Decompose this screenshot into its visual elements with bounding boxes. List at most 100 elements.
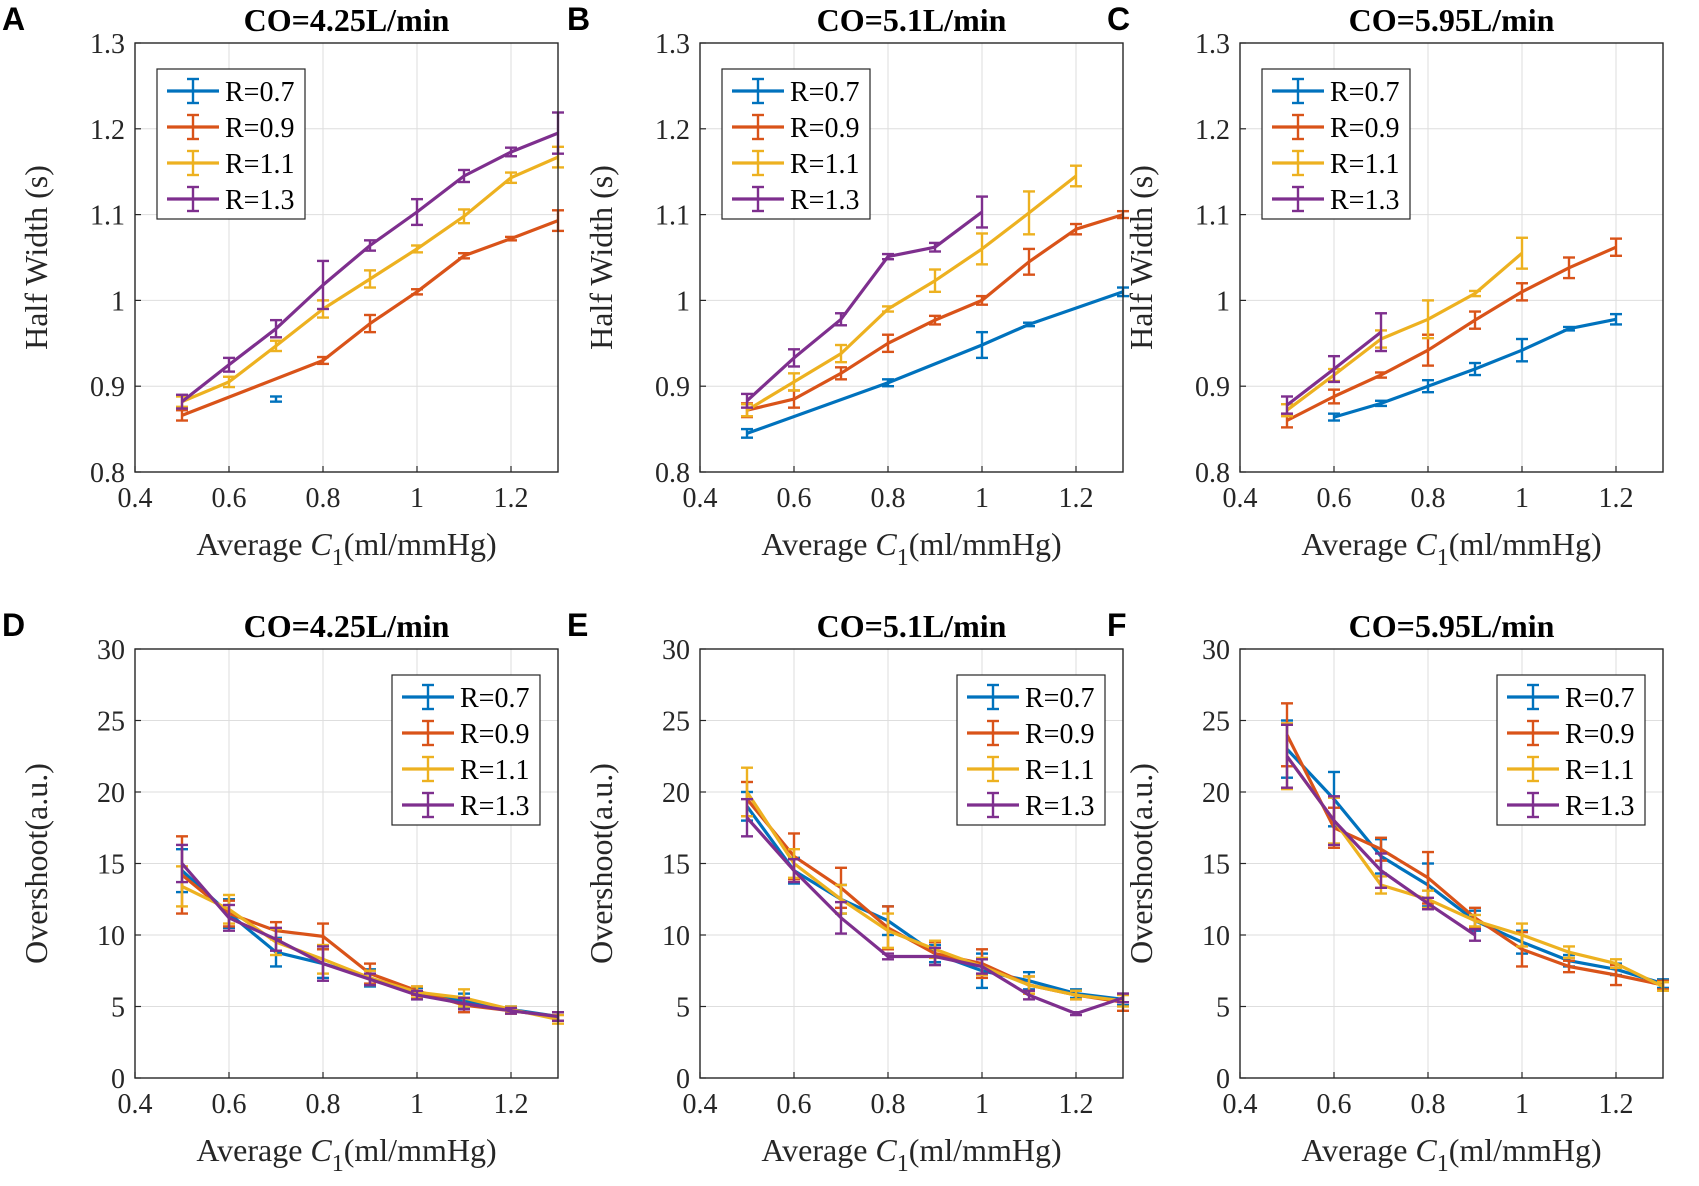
legend-label: R=1.1 [790,149,859,180]
series-line [1286,245,1617,422]
error-bar [1070,164,1082,188]
legend-label: R=0.9 [460,719,529,750]
error-bar [270,395,282,403]
x-tick-label: 1.2 [1599,483,1634,514]
x-tick-label: 1.2 [1599,1089,1634,1120]
x-tick-label: 0.4 [1223,483,1258,514]
y-tick-label: 20 [97,778,125,809]
error-bar [1328,354,1340,384]
panel-letter: A [2,1,25,37]
x-tick-label: 0.8 [306,483,341,514]
error-bar [976,330,988,360]
legend-entry: R=1.1 [732,149,859,180]
x-axis-label: Average C1(ml/mmHg) [1301,526,1601,571]
error-bar [882,912,894,950]
error-bar [1070,1011,1082,1017]
legend-label: R=0.7 [1565,683,1634,714]
y-tick-label: 1.2 [1195,115,1230,146]
error-bar [1023,989,1035,1001]
x-axis-label-variable: C [310,526,332,562]
legend-label: R=0.9 [1025,719,1094,750]
error-bar [1563,945,1575,960]
x-axis-label-prefix: Average [196,526,310,562]
y-tick-label: 1.1 [90,201,125,232]
error-bar [1023,321,1035,328]
error-bar [835,366,847,381]
error-bar [317,259,329,311]
x-axis-label-prefix: Average [761,526,875,562]
error-bar [788,372,800,392]
panel-a: 0.4 0.6 0.8 1 1.20.80.911.11.21.3R=0.7R=0.9R… [2,1,564,571]
error-bar [1469,310,1481,330]
x-tick-label: 0.6 [1317,1089,1352,1120]
series-line [745,210,983,402]
error-bar [411,244,423,254]
y-tick-label: 5 [1216,993,1230,1024]
series-r-0-9 [1281,237,1622,429]
x-tick-label: 0.4 [1223,1089,1258,1120]
y-axis-label: Overshoot(a.u.) [18,763,54,964]
legend-box [156,68,306,220]
error-bar [1328,388,1340,405]
y-tick-label: 1.1 [1195,201,1230,232]
x-tick-label: 1.2 [1059,483,1094,514]
x-tick-label: 0.6 [212,483,247,514]
error-bar [1610,237,1622,257]
error-bar [741,427,753,439]
panel-e: 0.4 0.6 0.8 1 1.2 0 5 10 15 20 25 30 R=0.7 R=0.9 R=1.1… [567,607,1129,1177]
x-axis-label-prefix: Average [1301,1132,1415,1168]
y-tick-label: 5 [111,993,125,1024]
x-axis-label: Average C1(ml/mmHg) [1301,1132,1601,1177]
x-axis-label-variable: C [875,1132,897,1168]
error-bar [1469,289,1481,298]
series-r-1-3 [741,195,988,409]
panel-title: CO=4.25L/min [244,608,450,644]
x-axis-label: Average C1(ml/mmHg) [196,1132,496,1177]
legend-entry: R=1.3 [1507,791,1634,822]
legend-entry: R=0.7 [967,683,1094,714]
x-axis-label-variable: C [1415,526,1437,562]
error-bar [741,392,753,409]
x-axis-label-units: (ml/mmHg) [909,526,1062,562]
error-bar [1375,312,1387,353]
y-tick-label: 1.3 [655,29,690,60]
y-tick-label: 5 [676,993,690,1024]
x-tick-label: 1 [975,483,989,514]
x-axis-label-variable: C [1415,1132,1437,1168]
legend-box [391,674,541,826]
legend-entry: R=1.1 [402,755,529,786]
x-axis-label-variable: C [310,1132,332,1168]
error-bar [835,900,847,935]
y-tick-label: 1.3 [90,29,125,60]
x-tick-label: 0.6 [1317,483,1352,514]
error-bar [458,208,470,225]
error-bar [882,333,894,354]
y-tick-label: 10 [1202,921,1230,952]
error-bar [1516,282,1528,302]
legend-label: R=1.3 [225,185,294,216]
legend-label: R=0.9 [225,113,294,144]
legend-label: R=0.7 [1025,683,1094,714]
legend-label: R=0.9 [1330,113,1399,144]
panel-letter: D [2,607,25,643]
x-axis-label-subscript: 1 [332,1151,344,1177]
legend-label: R=1.3 [1025,791,1094,822]
legend: R=0.7 R=0.9 R=1.1 R=1.3 [391,674,541,826]
legend-entry: R=0.9 [1272,113,1399,144]
x-tick-label: 0.4 [118,483,153,514]
y-tick-label: 15 [662,850,690,881]
panel-title: CO=4.25L/min [244,2,450,38]
error-bar [505,1006,517,1015]
x-tick-label: 0.6 [777,1089,812,1120]
x-tick-label: 1 [1515,483,1529,514]
y-axis-label: Half Width (s) [583,165,619,350]
axes-frame [134,648,559,1079]
error-bar [1516,922,1528,948]
error-bar [411,288,423,296]
legend-entry: R=0.9 [402,719,529,750]
x-axis-label: Average C1(ml/mmHg) [196,526,496,571]
y-tick-label: 0.9 [1195,372,1230,403]
x-tick-label: 0.8 [871,483,906,514]
y-tick-label: 15 [97,850,125,881]
error-bar [1516,337,1528,363]
